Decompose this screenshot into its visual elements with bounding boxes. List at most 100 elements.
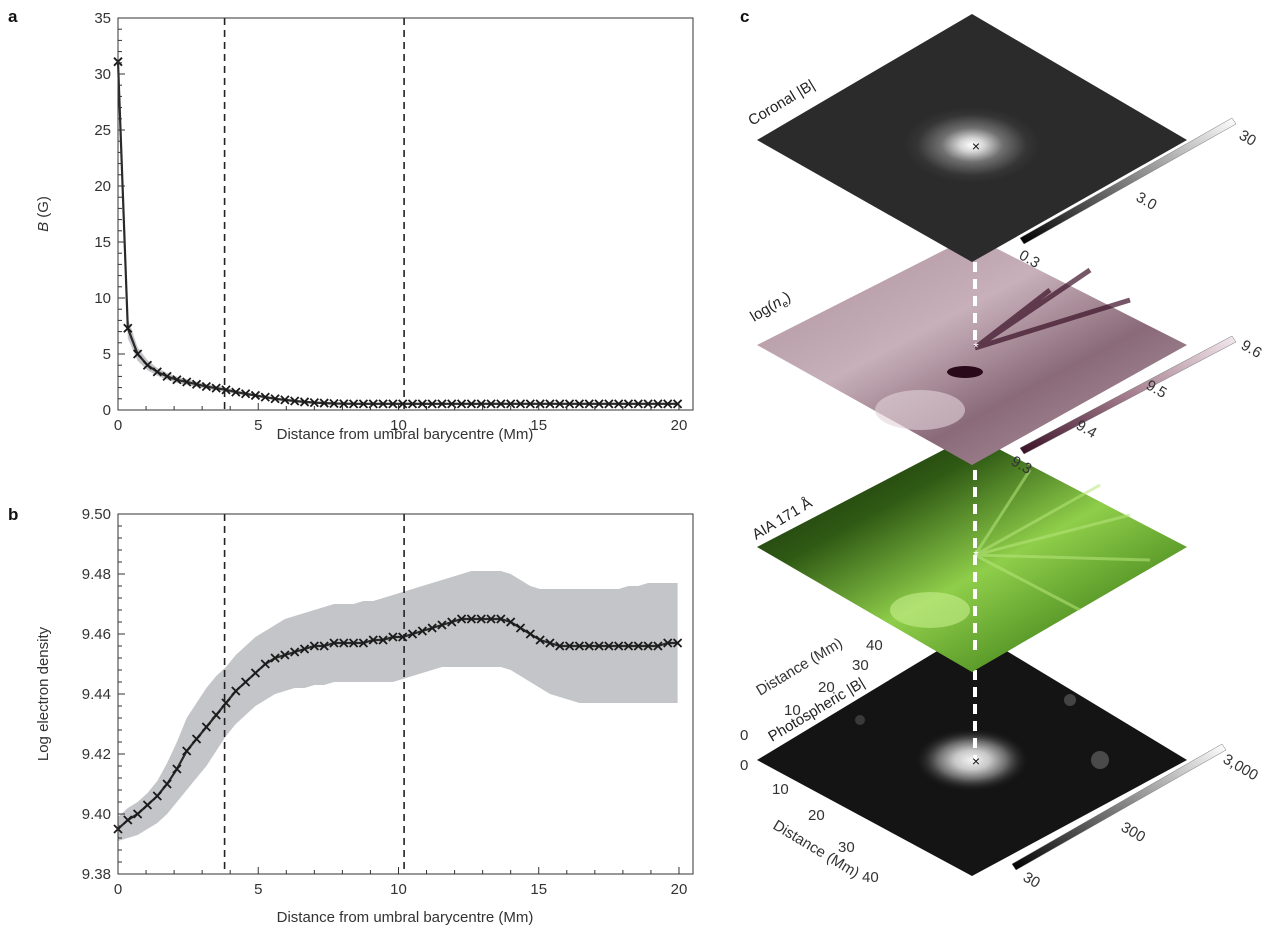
density-colorbar-tick: 9.6 [1238,337,1265,362]
coronal-colorbar-tick: 30 [1236,127,1259,150]
density-layer-label: log(ne) [747,288,795,328]
data-point-marker [407,629,418,639]
panel-a-y-unit: (G) [35,196,52,222]
confidence-band-area [118,56,678,405]
data-point-marker [427,399,437,409]
data-point-marker [476,399,486,409]
density-map [757,236,1187,465]
photospheric-layer [757,630,1187,876]
aia-centre-marker: * [973,547,979,563]
panel-a-x-axis-label: Distance from umbral barycentre (Mm) [277,426,534,443]
coronal-centre-marker: × [972,138,980,154]
data-point-marker [211,710,221,720]
data-point-marker [211,383,221,393]
density-bright-region [875,390,965,430]
y-tick-label: 30 [94,66,111,83]
photospheric-colorbar [1011,743,1227,871]
y-tick-label: 35 [94,10,111,27]
data-point-marker [221,698,231,708]
upper-distance-tick: 0 [740,727,748,744]
data-point-marker [555,399,565,409]
x-tick-label: 10 [390,881,407,898]
data-point-marker [643,641,653,651]
panel-b-x-axis-label: Distance from umbral barycentre (Mm) [277,909,534,926]
data-point-marker [515,623,526,633]
data-point-marker [339,399,349,409]
data-point-marker [368,635,378,645]
data-point-marker [329,638,339,648]
data-point-marker [132,349,143,359]
data-point-marker [250,668,261,678]
panel-c-letter: c [740,7,749,26]
data-point-marker [515,399,526,409]
data-point-marker [564,641,575,651]
data-point-marker [240,389,251,399]
coronal-field-peak [904,107,1040,183]
data-point-marker [201,722,211,732]
y-tick-label: 15 [94,234,111,251]
data-point-marker [378,399,388,409]
data-point-marker [270,653,280,663]
panel-a-y-axis-label: B (G) [35,196,52,232]
coronal-colorbar-tick: 3.0 [1133,189,1160,214]
photospheric-plage [1091,751,1109,769]
upper-distance-tick: 30 [852,657,869,674]
panel-a-x-ticks: 0 5 10 15 20 [114,403,687,434]
coronal-colorbar [1019,117,1237,245]
data-point-marker [525,629,535,639]
series-line [117,617,678,830]
data-point-marker [319,641,329,651]
data-point-marker [172,764,182,774]
y-tick-label: 5 [103,346,111,363]
data-point-marker [152,367,162,377]
data-point-marker [633,641,643,651]
panel-b-y-ticks: 9.38 9.40 9.42 9.44 9.46 9.48 9.50 [82,506,125,883]
data-point-marker [299,397,310,407]
upper-distance-tick: 10 [784,702,801,719]
data-point-marker [614,641,624,651]
data-point-marker [172,375,182,385]
data-point-marker [447,617,457,627]
data-point-marker [231,387,241,397]
data-point-marker [123,815,133,825]
data-point-marker [378,635,388,645]
data-point-marker [348,638,359,648]
y-tick-label: 20 [94,178,111,195]
data-point-marker [407,399,418,409]
density-dark-lanes [973,267,1131,351]
data-point-marker [506,399,516,409]
data-point-marker [427,623,437,633]
panel-b-confidence-band [118,571,678,841]
panel-a-confidence-band [118,56,678,405]
data-point-marker [270,394,280,404]
data-point-marker [201,381,211,392]
panel-a-letter: a [8,7,18,26]
data-point-marker [132,809,143,819]
x-tick-label: 20 [671,417,688,434]
data-point-marker [584,641,594,651]
data-point-marker [604,399,614,409]
data-point-marker [496,614,506,624]
data-point-marker [535,635,545,645]
data-point-marker [398,399,408,409]
panel-b-series-line [117,617,678,830]
panel-b-reference-lines [223,514,405,874]
x-tick-label: 15 [530,881,547,898]
data-point-marker [299,644,310,654]
x-tick-label: 15 [530,417,547,434]
lower-distance-tick: 20 [808,807,825,824]
y-tick-label: 9.44 [82,686,111,703]
aia-loops [973,469,1151,612]
data-point-marker [329,398,339,409]
panel-a-y-symbol: B [35,222,52,232]
data-point-marker [545,399,555,409]
confidence-band-area [118,571,678,841]
panel-a-reference-lines [223,18,405,410]
x-tick-label: 0 [114,417,122,434]
upper-distance-tick: 20 [818,679,835,696]
distance-tick-labels: 0 10 20 30 40 0 10 20 30 40 [740,637,883,886]
data-point-marker [496,399,506,409]
data-point-marker [574,641,585,651]
photospheric-colorbar-tick: 3,000 [1220,751,1261,784]
y-tick-label: 9.48 [82,566,111,583]
